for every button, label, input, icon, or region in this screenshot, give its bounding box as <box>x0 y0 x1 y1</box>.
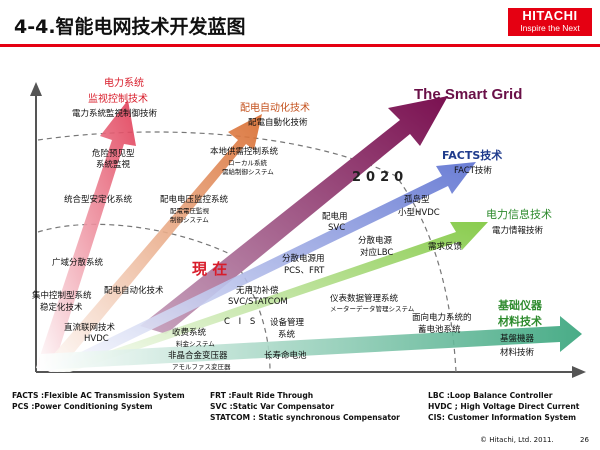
equipment-label-2: 系统 <box>278 330 296 340</box>
dispersed-lbc-label-2: 对应LBC <box>360 248 394 258</box>
power-monitor-jp: 電力系統監視制御技術 <box>72 109 158 119</box>
facts-jp: FACT技術 <box>454 166 492 176</box>
amorphous-label: 非晶合金变压器 <box>168 351 228 361</box>
dist-svc-label-2: SVC <box>328 223 346 233</box>
distribution-auto-jp: 配電自動化技術 <box>248 118 308 128</box>
risk-sim-jp: 系統監視 <box>96 160 131 170</box>
wide-area-label: 广域分散系统 <box>52 258 104 268</box>
dist-pcs-label-2: PCS、FRT <box>284 266 325 276</box>
page-title: 4-4.智能电网技术开发蓝图 <box>14 16 246 38</box>
meter-data-label: 仪表数据管理系统 <box>330 294 399 304</box>
dist-volt-label: 配电电压监控系统 <box>160 195 229 205</box>
basic-devices-title-1: 基础仪器 <box>498 299 542 312</box>
smart-grid-arrow <box>140 96 448 334</box>
logo-brand: HITACHI <box>522 8 578 23</box>
power-info-title: 电力信息技术 <box>486 208 552 221</box>
grid-storage-label: 面向电力系统的 <box>412 313 472 323</box>
header-rule <box>0 44 600 47</box>
central-ctrl-label: 集中控制型系统 <box>32 291 92 301</box>
basic-devices-title-2: 材料技术 <box>498 315 542 328</box>
equipment-label: 设备管理 <box>270 318 305 328</box>
dist-pcs-label: 分散电源用 <box>282 254 325 264</box>
islanded-label: 孤岛型 <box>404 195 430 205</box>
distribution-auto-title: 配电自动化技术 <box>240 103 310 114</box>
power-monitor-title: 电力系统 <box>104 78 144 89</box>
glossary-pcs: PCS :Power Conditioning System <box>12 402 153 411</box>
page-number: 26 <box>580 436 589 444</box>
risk-sim-label: 危险预见型 <box>92 149 135 159</box>
basic-devices-arrow <box>40 316 582 370</box>
power-monitor-subtitle: 监视控制技术 <box>88 94 148 105</box>
reactive-label-2: SVC/STATCOM <box>228 297 288 307</box>
logo-tagline: Inspire the Next <box>520 23 580 33</box>
basic-devices-jp-1: 基盤機器 <box>500 334 535 344</box>
x-axis-arrowhead <box>572 366 586 378</box>
power-info-jp: 電力情報技術 <box>492 226 544 236</box>
dist-volt-jp-1: 配電電圧監視 <box>170 207 209 215</box>
long-battery-label: 长寿命电池 <box>264 351 307 361</box>
local-supply-jp-1: ローカル系統 <box>228 159 267 167</box>
billing-label: 收费系统 <box>172 328 207 338</box>
glossary-lbc: LBC :Loop Balance Controller <box>428 391 553 400</box>
dist-svc-label: 配电用 <box>322 212 348 222</box>
dist-volt-jp-2: 制御システム <box>170 216 209 224</box>
integrated-stab-label: 统合型安定化系统 <box>64 195 133 205</box>
meter-data-jp: メーターデータ管理システム <box>330 305 415 313</box>
billing-jp: 料金システム <box>176 340 215 348</box>
glossary-cis: CIS: Customer Information System <box>428 413 577 422</box>
dc-link-label: 直流联网技术 <box>64 323 116 333</box>
local-supply-label: 本地供需控制系统 <box>210 147 279 157</box>
glossary-frt: FRT :Fault Ride Through <box>210 391 314 400</box>
reactive-label: 无用功补偿 <box>236 286 279 296</box>
year-2020-label: 2020 <box>352 170 409 185</box>
copyright: © Hitachi, Ltd. 2011. <box>480 436 554 444</box>
year-2020-boundary-arc <box>37 131 457 373</box>
local-supply-jp-2: 需給制御システム <box>222 168 274 176</box>
basic-devices-jp-2: 材料技術 <box>500 348 535 358</box>
demand-resp-label: 需求反馈 <box>428 242 463 252</box>
facts-title: FACTS技术 <box>442 149 503 162</box>
glossary-statcom: STATCOM : Static synchronous Compensator <box>210 413 400 422</box>
y-axis-arrowhead <box>30 82 42 96</box>
power-monitor-arrow <box>36 100 136 372</box>
distribution-auto-arrow <box>40 114 262 372</box>
hitachi-logo: HITACHI Inspire the Next <box>508 8 592 36</box>
now-label: 現 在 <box>192 260 228 278</box>
amorphous-jp: アモルファス変圧器 <box>172 363 231 371</box>
smart-grid-title: The Smart Grid <box>414 86 523 103</box>
dist-auto-sys-label: 配电自动化技术 <box>104 286 164 296</box>
glossary-svc: SVC :Static Var Compensator <box>210 402 335 411</box>
dispersed-lbc-label: 分散电源 <box>358 236 393 246</box>
cis-label: C I S <box>224 317 259 327</box>
grid-storage-label-2: 蓄电池系统 <box>418 325 461 335</box>
glossary-hvdc: HVDC ; High Voltage Direct Current <box>428 402 580 411</box>
power-info-arrow <box>48 222 488 372</box>
glossary-facts: FACTS :Flexible AC Transmission System <box>12 391 185 400</box>
facts-arrow <box>44 162 476 372</box>
dc-link-label-2: HVDC <box>84 334 109 344</box>
islanded-label-2: 小型HVDC <box>398 208 440 218</box>
central-ctrl-jp: 稳定化技术 <box>40 303 83 313</box>
